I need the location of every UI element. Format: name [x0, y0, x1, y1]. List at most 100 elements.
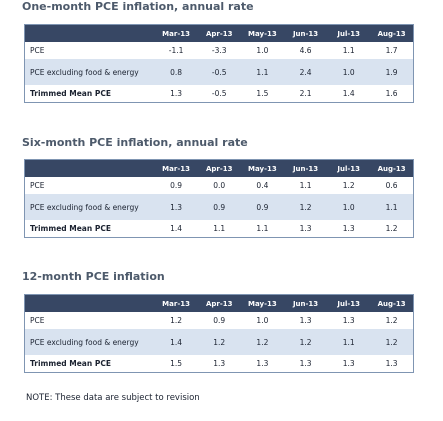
column-header: Mar-13 [154, 294, 198, 312]
row-label: PCE excluding food & energy [24, 194, 155, 220]
value-cell: 1.1 [327, 329, 371, 355]
value-cell: 0.8 [154, 59, 198, 85]
value-text: 4.6 [299, 46, 312, 55]
header-blank-cell [24, 294, 155, 312]
value-text: 1.5 [170, 359, 183, 368]
column-header: Apr-13 [197, 294, 241, 312]
inflation-table: Mar-13 Apr-13 May-13 Jun-13 Jul-13 Aug-13 PCE 1… [24, 294, 414, 373]
inflation-table: Mar-13 Apr-13 May-13 Jun-13 Jul-13 Aug-13 PCE 0… [24, 159, 414, 238]
value-text: 1.6 [385, 89, 398, 98]
column-header: Jun-13 [283, 24, 328, 42]
value-text: 1.2 [342, 181, 355, 190]
value-cell: 0.9 [240, 194, 284, 220]
header-blank-cell [24, 159, 155, 177]
value-text: 1.2 [299, 337, 312, 347]
value-text: 1.3 [342, 359, 355, 368]
value-cell: 1.3 [327, 220, 371, 238]
value-text: 0.9 [213, 316, 226, 325]
value-text: 0.9 [213, 202, 226, 212]
value-cell: 1.3 [327, 312, 371, 329]
value-cell: 1.1 [370, 194, 414, 220]
value-cell: 1.4 [154, 220, 198, 238]
column-header: Apr-13 [197, 159, 241, 177]
section-title: Six-month PCE inflation, annual rate [22, 136, 248, 149]
column-header: Jun-13 [283, 159, 328, 177]
value-text: 1.2 [170, 316, 183, 325]
value-text: 1.3 [256, 359, 269, 368]
value-text: 1.2 [385, 337, 398, 347]
column-header: May-13 [240, 294, 284, 312]
value-cell: 1.3 [283, 220, 328, 238]
value-text: 1.3 [213, 359, 226, 368]
value-text: 2.4 [299, 67, 312, 77]
value-cell: -0.5 [197, 59, 241, 85]
value-text: 2.1 [299, 89, 312, 98]
value-text: 1.2 [213, 337, 226, 347]
value-text: -0.5 [211, 89, 227, 98]
value-cell: 1.2 [197, 329, 241, 355]
value-cell: 1.3 [370, 355, 414, 373]
value-text: 1.2 [385, 316, 398, 325]
value-text: 1.4 [342, 89, 355, 98]
column-header: Apr-13 [197, 24, 241, 42]
value-text: 1.0 [342, 202, 355, 212]
value-cell: 1.2 [370, 329, 414, 355]
row-pce-ex-food-energy: PCE excluding food & energy 0.8 -0.5 1.1 2.4… [24, 59, 414, 85]
value-cell: 0.9 [197, 194, 241, 220]
value-cell: 1.3 [154, 85, 198, 103]
value-cell: 1.2 [370, 312, 414, 329]
value-cell: 0.0 [197, 177, 241, 194]
section-title: 12-month PCE inflation [22, 270, 165, 283]
value-text: 1.2 [299, 202, 312, 212]
value-text: -3.3 [211, 46, 227, 55]
value-text: 1.3 [170, 202, 183, 212]
value-cell: 1.1 [283, 177, 328, 194]
value-cell: 1.0 [327, 194, 371, 220]
value-text: 1.4 [170, 337, 183, 347]
column-header: Aug-13 [370, 24, 414, 42]
column-header: Mar-13 [154, 159, 198, 177]
value-text: 1.4 [170, 224, 183, 233]
value-cell: 1.0 [240, 312, 284, 329]
value-text: 1.3 [342, 316, 355, 325]
value-text: 1.0 [256, 46, 269, 55]
value-cell: 4.6 [283, 42, 328, 59]
column-header: Jul-13 [327, 24, 371, 42]
header-row: Mar-13 Apr-13 May-13 Jun-13 Jul-13 Aug-13 [24, 294, 414, 312]
column-header: Jul-13 [327, 294, 371, 312]
value-cell: 1.3 [240, 355, 284, 373]
header-row: Mar-13 Apr-13 May-13 Jun-13 Jul-13 Aug-13 [24, 24, 414, 42]
value-text: 0.8 [170, 67, 183, 77]
header-blank-cell [24, 24, 155, 42]
value-text: 1.3 [170, 89, 183, 98]
row-label: Trimmed Mean PCE [24, 355, 155, 373]
value-text: -1.1 [168, 46, 184, 55]
column-header: May-13 [240, 159, 284, 177]
value-cell: 1.0 [240, 42, 284, 59]
value-cell: 1.2 [370, 220, 414, 238]
value-text: 1.1 [256, 224, 269, 233]
value-cell: 1.2 [327, 177, 371, 194]
row-label: PCE excluding food & energy [24, 59, 155, 85]
row-trimmed-mean-pce: Trimmed Mean PCE 1.5 1.3 1.3 1.3 1.3 1.3 [24, 355, 414, 373]
value-cell: 1.2 [240, 329, 284, 355]
value-text: 1.9 [385, 67, 398, 77]
value-text: 0.4 [256, 181, 269, 190]
value-cell: 1.4 [327, 85, 371, 103]
value-text: 1.3 [385, 359, 398, 368]
value-text: 0.6 [385, 181, 398, 190]
value-cell: 1.1 [240, 220, 284, 238]
value-text: 1.1 [342, 46, 355, 55]
value-cell: 1.3 [327, 355, 371, 373]
row-label: PCE [24, 177, 155, 194]
value-text: 1.1 [256, 67, 269, 77]
revision-note: NOTE: These data are subject to revision [26, 393, 200, 403]
value-text: 1.2 [385, 224, 398, 233]
value-text: 1.7 [385, 46, 398, 55]
value-cell: 1.2 [283, 329, 328, 355]
value-cell: 1.3 [154, 194, 198, 220]
value-cell: 1.3 [197, 355, 241, 373]
row-label: Trimmed Mean PCE [24, 220, 155, 238]
value-text: 1.3 [299, 224, 312, 233]
inflation-table: Mar-13 Apr-13 May-13 Jun-13 Jul-13 Aug-13 PCE -… [24, 24, 414, 103]
